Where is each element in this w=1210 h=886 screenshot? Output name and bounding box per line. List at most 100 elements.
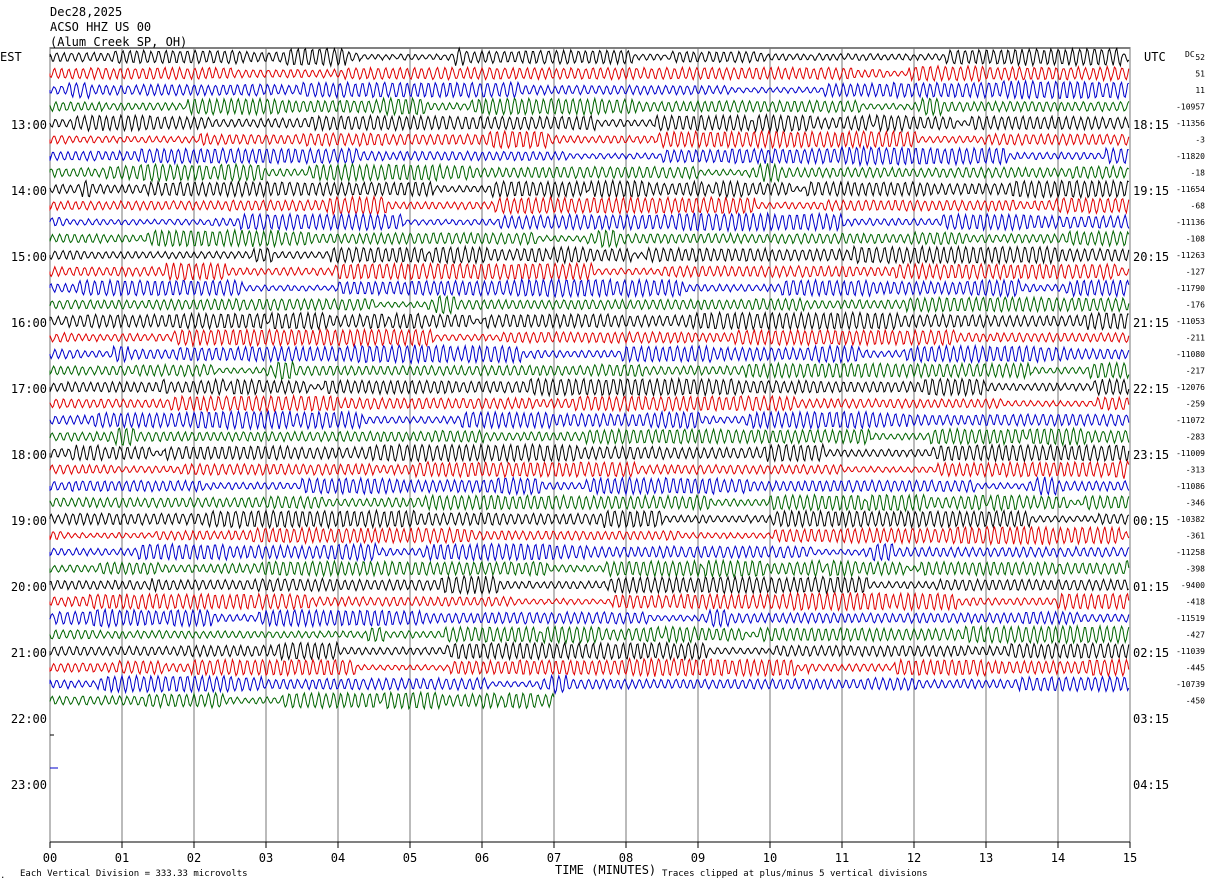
date-title: Dec28,2025 — [50, 5, 122, 19]
trace-line-20 — [49, 359, 1130, 381]
x-tick-label: 04 — [331, 851, 345, 865]
x-tick-label: 14 — [1051, 851, 1065, 865]
dc-offset-value: -176 — [1186, 301, 1205, 310]
dc-offset-value: -127 — [1186, 268, 1205, 277]
est-hour-label: 23:00 — [11, 778, 47, 792]
x-axis: 00 01 02 03 04 05 06 07 08 09 10 11 12 13 14 15 — [43, 841, 1137, 865]
utc-hour-label: 21:15 — [1133, 316, 1169, 330]
est-timezone-label: EST — [0, 50, 22, 64]
utc-timezone-label: UTC — [1144, 50, 1166, 64]
trace-line-15 — [49, 277, 1130, 299]
trace-line-12 — [49, 228, 1130, 249]
trace-line-40 — [49, 690, 555, 711]
dc-offset-value: -11356 — [1176, 119, 1205, 128]
x-tick-label: 03 — [259, 851, 273, 865]
x-tick-label: 12 — [907, 851, 921, 865]
est-hour-label: 20:00 — [11, 580, 47, 594]
utc-hour-label: 18:15 — [1133, 118, 1169, 132]
trace-line-33 — [49, 574, 1130, 596]
station-title: ACSO HHZ US 00 — [50, 20, 151, 34]
trace-line-14 — [49, 261, 1130, 282]
dc-offset-value: 52 — [1195, 53, 1205, 62]
est-hour-label: 14:00 — [11, 184, 47, 198]
dc-offset-value: -313 — [1186, 466, 1205, 475]
utc-hour-label: 02:15 — [1133, 646, 1169, 660]
dc-offset-value: 11 — [1195, 86, 1205, 95]
dc-offset-value: -9400 — [1181, 581, 1205, 590]
x-tick-label: 10 — [763, 851, 777, 865]
est-hour-label: 13:00 — [11, 118, 47, 132]
dc-offset-value: -11009 — [1176, 449, 1205, 458]
dc-offset-value: -108 — [1186, 235, 1205, 244]
trace-line-11 — [49, 211, 1130, 233]
dc-offset-value: -427 — [1186, 631, 1205, 640]
trace-line-16 — [49, 294, 1130, 316]
dc-offset-value: -211 — [1186, 334, 1205, 343]
trace-line-35 — [49, 607, 1130, 629]
x-tick-label: 09 — [691, 851, 705, 865]
est-hour-label: 18:00 — [11, 448, 47, 462]
trace-line-8 — [49, 162, 1130, 183]
trace-line-10 — [49, 194, 1130, 217]
trace-line-32 — [49, 558, 1130, 579]
trace-line-27 — [49, 475, 1130, 497]
dc-offset-value: -11263 — [1176, 251, 1205, 260]
utc-hour-label: 22:15 — [1133, 382, 1169, 396]
dc-offset-value: -450 — [1186, 697, 1205, 706]
x-tick-label: 02 — [187, 851, 201, 865]
trace-line-39 — [49, 673, 1130, 695]
x-tick-label: 00 — [43, 851, 57, 865]
dc-offset-value: -68 — [1191, 202, 1206, 211]
utc-hour-label: 23:15 — [1133, 448, 1169, 462]
trace-line-36 — [49, 623, 1130, 645]
est-hour-label: 15:00 — [11, 250, 47, 264]
corner-mark: . — [0, 871, 5, 881]
trace-line-31 — [49, 541, 1130, 563]
dc-offset-value: -10382 — [1176, 515, 1205, 524]
dc-offset-value: -11086 — [1176, 482, 1205, 491]
trace-line-4 — [49, 96, 1130, 118]
dc-offset-value: -11053 — [1176, 317, 1205, 326]
dc-offset-value: -3 — [1195, 136, 1205, 145]
dc-offset-value: -259 — [1186, 400, 1205, 409]
trace-line-38 — [49, 656, 1130, 678]
trace-line-25 — [49, 442, 1130, 464]
x-tick-label: 08 — [619, 851, 633, 865]
clip-note: Traces clipped at plus/minus 5 vertical … — [662, 869, 928, 879]
dc-offset-value: -11654 — [1176, 185, 1205, 194]
dc-label: DC — [1185, 50, 1195, 59]
est-hour-label: 22:00 — [11, 712, 47, 726]
trace-line-6 — [49, 129, 1130, 150]
est-hour-label: 16:00 — [11, 316, 47, 330]
dc-offset-value: -398 — [1186, 565, 1205, 574]
trace-line-24 — [49, 426, 1130, 447]
trace-line-34 — [49, 591, 1130, 612]
trace-line-17 — [49, 310, 1129, 332]
trace-line-30 — [49, 525, 1130, 546]
utc-hour-label: 03:15 — [1133, 712, 1169, 726]
dc-offset-value: -18 — [1191, 169, 1206, 178]
x-tick-label: 05 — [403, 851, 417, 865]
utc-hour-label: 20:15 — [1133, 250, 1169, 264]
x-tick-label: 06 — [475, 851, 489, 865]
est-hour-label: 17:00 — [11, 382, 47, 396]
trace-line-18 — [49, 327, 1130, 348]
minute-gridlines — [49, 47, 1131, 843]
utc-hour-label: 00:15 — [1133, 514, 1169, 528]
dc-offset-value: -10957 — [1176, 103, 1205, 112]
seismic-traces — [49, 46, 1130, 769]
x-tick-label: 15 — [1123, 851, 1137, 865]
dc-offset-value: -346 — [1186, 499, 1205, 508]
dc-offset-value: -11072 — [1176, 416, 1205, 425]
dc-offset-value: -10739 — [1176, 680, 1205, 689]
dc-offset-value: -11820 — [1176, 152, 1205, 161]
dc-offset-value: -11136 — [1176, 218, 1205, 227]
trace-line-7 — [49, 144, 1129, 168]
trace-line-29 — [49, 508, 1130, 530]
utc-hour-labels: 18:15 19:15 20:15 21:15 22:15 23:15 00:15 01:15… — [1133, 118, 1169, 792]
trace-line-21 — [49, 376, 1130, 398]
dc-offset-value: -11039 — [1176, 647, 1205, 656]
trace-line-37 — [49, 640, 1130, 662]
trace-line-23 — [49, 409, 1130, 431]
